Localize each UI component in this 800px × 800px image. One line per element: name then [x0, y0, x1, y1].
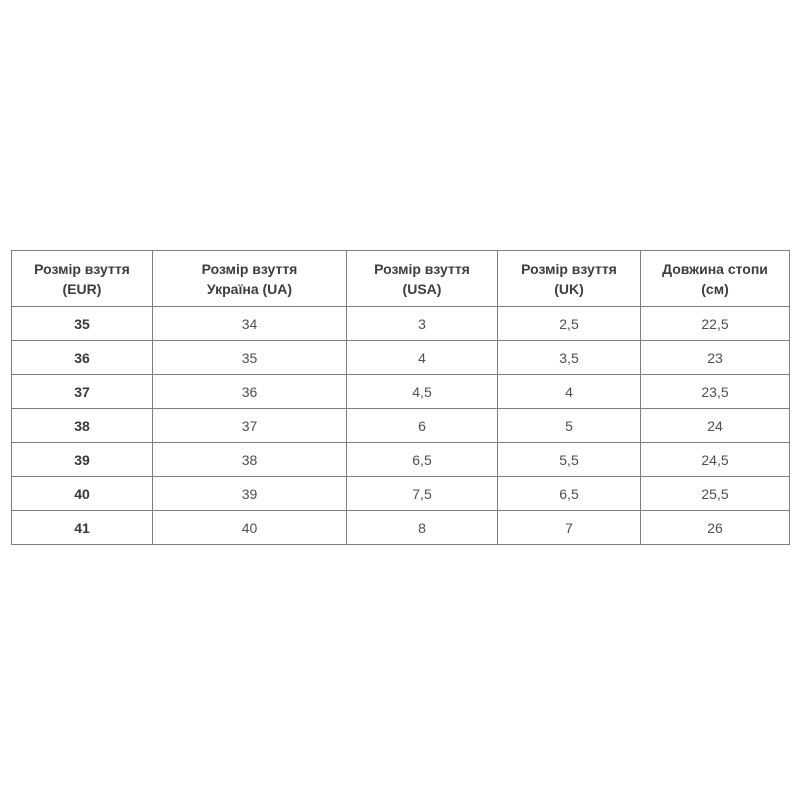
table-cell: 7,5 — [346, 476, 498, 511]
column-header-uk: Розмір взуття (UK) — [497, 250, 641, 307]
table-row: 37 36 4,5 4 23,5 — [11, 374, 790, 409]
header-line: Україна (UA) — [206, 280, 293, 297]
table-cell: 6,5 — [497, 476, 641, 511]
table-cell: 6 — [346, 408, 498, 443]
table-cell: 36 — [11, 340, 153, 375]
header-line: (USA) — [402, 280, 442, 297]
column-header-eur: Розмір взуття (EUR) — [11, 250, 153, 307]
table-cell: 22,5 — [640, 306, 790, 341]
table-cell: 24 — [640, 408, 790, 443]
header-line: Розмір взуття — [521, 260, 617, 277]
table-row: 35 34 3 2,5 22,5 — [11, 306, 790, 341]
table-cell: 2,5 — [497, 306, 641, 341]
table-cell: 39 — [152, 476, 347, 511]
table-cell: 39 — [11, 442, 153, 477]
table-cell: 37 — [11, 374, 153, 409]
table-cell: 24,5 — [640, 442, 790, 477]
column-header-foot-length: Довжина стопи (см) — [640, 250, 790, 307]
table-cell: 7 — [497, 510, 641, 545]
table-cell: 5 — [497, 408, 641, 443]
table-cell: 4 — [497, 374, 641, 409]
table-cell: 25,5 — [640, 476, 790, 511]
table-cell: 26 — [640, 510, 790, 545]
header-line: Розмір взуття — [34, 260, 130, 277]
header-line: Розмір взуття — [201, 260, 298, 277]
table-cell: 40 — [11, 476, 153, 511]
header-row: Розмір взуття (EUR) Розмір взуття Україн… — [11, 250, 790, 307]
table-cell: 4 — [346, 340, 498, 375]
header-line: Довжина стопи — [662, 260, 768, 277]
table-cell: 3,5 — [497, 340, 641, 375]
shoe-size-conversion-table: Розмір взуття (EUR) Розмір взуття Україн… — [11, 250, 790, 545]
table-row: 40 39 7,5 6,5 25,5 — [11, 476, 790, 511]
column-header-ua: Розмір взуття Україна (UA) — [152, 250, 347, 307]
header-line: Розмір взуття — [374, 260, 470, 277]
table-cell: 35 — [152, 340, 347, 375]
table-cell: 40 — [152, 510, 347, 545]
table-cell: 41 — [11, 510, 153, 545]
table-cell: 23 — [640, 340, 790, 375]
table-cell: 37 — [152, 408, 347, 443]
table-row: 39 38 6,5 5,5 24,5 — [11, 442, 790, 477]
header-line: (EUR) — [62, 280, 102, 297]
table-cell: 23,5 — [640, 374, 790, 409]
table-row: 36 35 4 3,5 23 — [11, 340, 790, 375]
table-cell: 6,5 — [346, 442, 498, 477]
table-row: 41 40 8 7 26 — [11, 510, 790, 545]
table-row: 38 37 6 5 24 — [11, 408, 790, 443]
header-line: (UK) — [554, 280, 584, 297]
table-cell: 38 — [11, 408, 153, 443]
table-cell: 34 — [152, 306, 347, 341]
table-cell: 35 — [11, 306, 153, 341]
table-cell: 38 — [152, 442, 347, 477]
column-header-usa: Розмір взуття (USA) — [346, 250, 498, 307]
table-cell: 4,5 — [346, 374, 498, 409]
table-cell: 36 — [152, 374, 347, 409]
table-cell: 3 — [346, 306, 498, 341]
header-line: (см) — [701, 280, 729, 297]
table-cell: 5,5 — [497, 442, 641, 477]
table-body: 35 34 3 2,5 22,5 36 35 4 3,5 23 37 36 4,5 4 23,5 38 37 6 5… — [11, 306, 790, 545]
table-cell: 8 — [346, 510, 498, 545]
